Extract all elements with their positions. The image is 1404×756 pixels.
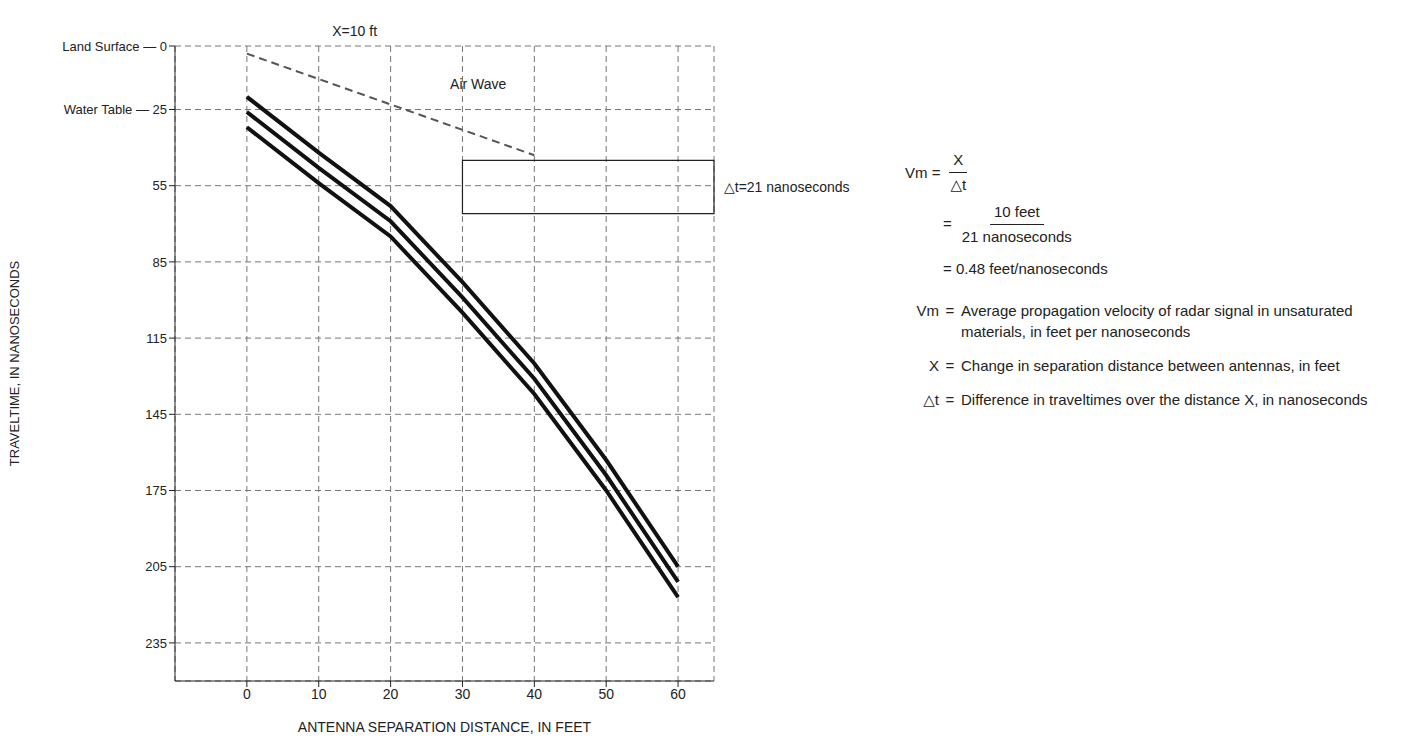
svg-text:20: 20 [383,686,399,702]
svg-text:△t=21 nanoseconds: △t=21 nanoseconds [724,179,850,195]
svg-text:10: 10 [311,686,327,702]
svg-text:Water Table — 25: Water Table — 25 [64,102,167,117]
html-text:Vm =: Vm = [905,163,941,181]
svg-text:60: 60 [670,686,686,702]
html-text:10 feet: 10 feet [993,202,1040,220]
svg-text:50: 50 [598,686,614,702]
svg-text:ANTENNA SEPARATION DISTANCE, I: ANTENNA SEPARATION DISTANCE, IN FEET [298,719,592,735]
html-text:△t: △t [923,391,939,408]
svg-text:115: 115 [146,331,167,346]
svg-text:175: 175 [145,483,167,498]
html-text:△t: △t [950,176,967,194]
svg-text:0: 0 [243,686,251,702]
svg-text:30: 30 [455,686,471,702]
svg-text:40: 40 [527,686,543,702]
svg-text:TRAVELTIME, IN NANOSECONDS: TRAVELTIME, IN NANOSECONDS [7,260,22,466]
svg-text:85: 85 [153,255,167,270]
html-text:X: X [953,151,964,168]
svg-text:235: 235 [145,636,167,651]
svg-text:55: 55 [153,178,167,193]
html-text:Vm = Average propagation veloc: Vm = Average propagation velocity of rad… [916,302,1353,340]
html-text:X = Change in separation dista: X = Change in separation distance betwee… [929,356,1340,374]
svg-text:145: 145 [145,407,167,422]
html-text:Difference in traveltimes over: Difference in traveltimes over the dista… [961,391,1368,408]
html-text:21 nanoseconds: 21 nanoseconds [961,227,1072,245]
svg-text:205: 205 [145,559,167,574]
svg-text:Land Surface — 0: Land Surface — 0 [62,39,167,54]
svg-text:Air Wave: Air Wave [450,76,506,92]
svg-text:X=10 ft: X=10 ft [332,23,377,39]
html-text:= 0.48 feet/nanoseconds: = 0.48 feet/nanoseconds [943,260,1108,277]
